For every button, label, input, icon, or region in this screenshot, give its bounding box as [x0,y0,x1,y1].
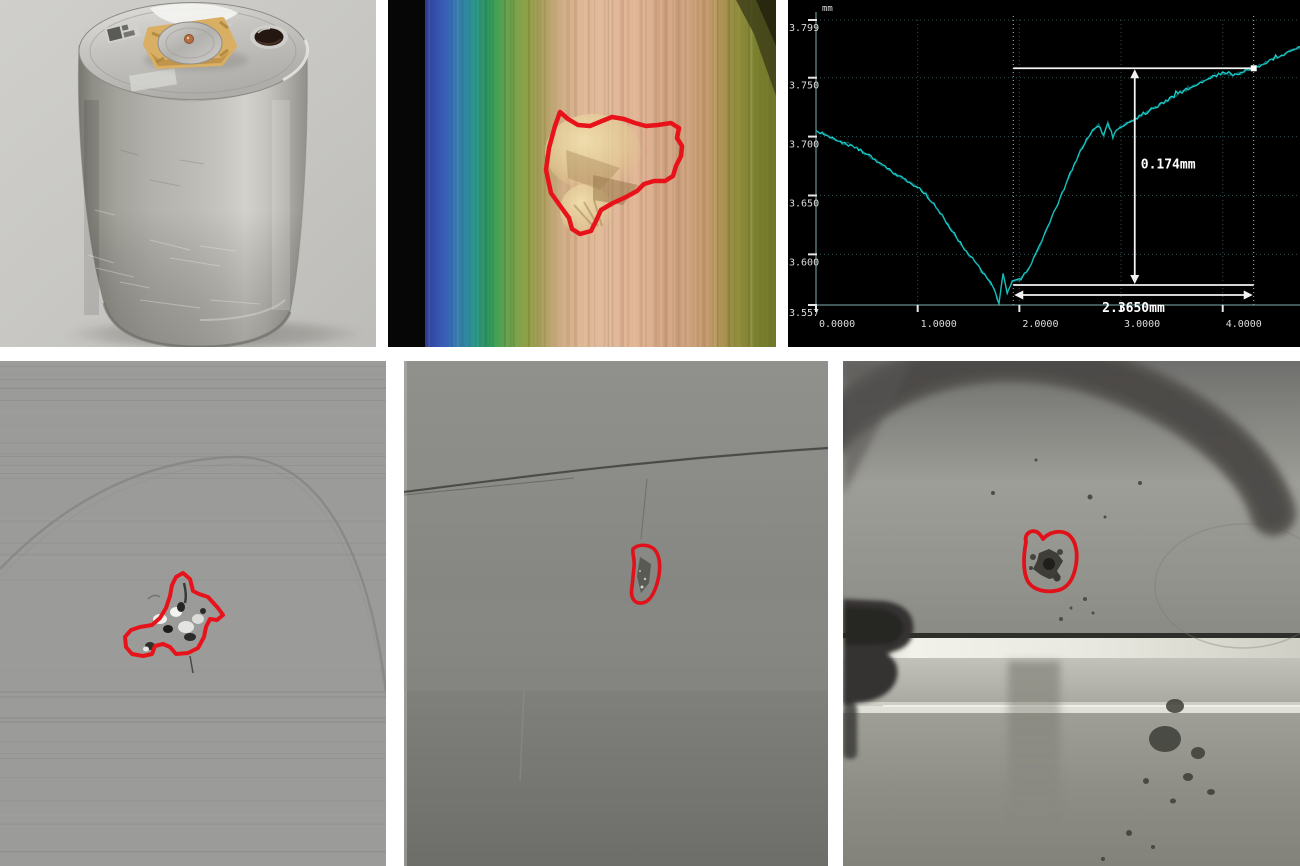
x-tick-label: 0.0000 [819,319,855,330]
image-lower-region [843,713,1300,866]
disc-center-contact [184,34,194,44]
radiograph-defect [637,557,651,593]
defect-outline-radiograph [629,543,662,605]
filler-hole [250,25,288,49]
dark-arch [843,361,1296,536]
panel-radiograph [404,361,828,866]
faint-scratch [640,478,648,540]
chart-background [788,0,1300,347]
surface-scratches [87,209,261,309]
image-upper-region [843,361,1300,634]
x-tick-label: 4.0000 [1226,319,1262,330]
panel-surface-scan [388,0,776,347]
defect-outline-ct [123,571,225,658]
dent-region [545,114,641,236]
transducer-fixture [143,17,248,71]
bottom-rim [102,302,292,347]
profile-trace [815,46,1300,307]
seam-bright-band [843,638,1300,658]
second-bright-streak [843,702,1300,713]
chart-grid [816,19,1300,305]
axis-unit-label: mm [822,4,833,14]
edge-line [404,446,828,494]
canister-body [77,44,308,347]
seam-dark-line [843,633,1300,638]
trace-intersection-marker [1250,65,1257,72]
ct-scan-streaks [0,366,386,853]
defect-outline-neutron [1022,529,1079,594]
ct-slice-image [0,361,386,866]
measurement-annotations: 0.174mm 2.3650mm [1013,65,1257,316]
panel-specimen-photo [0,0,376,347]
specimen-photo [0,0,376,347]
dark-blobs-lower [1101,699,1215,861]
surface-scan-image [388,0,776,347]
dark-specks-upper [991,458,1142,621]
y-tick-label: 3.700 [789,140,819,151]
scan-corner-streak [736,0,776,96]
smudge-shadow [1008,661,1060,821]
scan-black-margin [388,0,425,347]
faint-ring [1154,523,1300,649]
radiograph-image [404,361,828,866]
ct-ring-artifact [0,455,386,700]
neutron-image [843,361,1300,866]
clamp-silhouette [843,599,914,759]
x-tick-label: 3.0000 [1124,319,1160,330]
canister-lid [78,2,309,100]
y-tick-label: 3.557 [789,308,819,319]
radiograph-background [404,361,828,866]
panel-neutron-image [843,361,1300,866]
ct-background [0,361,386,866]
width-measurement-label: 2.3650mm [1102,301,1165,316]
chart-axes [815,12,1300,306]
panel-depth-profile-chart: 3.799 3.750 3.700 3.650 3.600 3.557 0.0000 1.00… [788,0,1300,347]
x-tick-label: 1.0000 [921,319,957,330]
depth-measurement-label: 0.174mm [1141,158,1196,173]
x-tick-label: 2.0000 [1022,319,1058,330]
panel-ct-slice [0,361,386,866]
defect-outline-surface-scan [543,109,685,237]
y-tick-label: 3.750 [789,81,819,92]
y-tick-label: 3.600 [789,257,819,268]
lid-label-sticker [129,68,177,92]
y-tick-label: 3.650 [789,198,819,209]
neutron-defect [1029,549,1063,582]
lid-rim-highlight [282,39,309,82]
y-tick-label: 3.799 [789,23,819,34]
datamatrix-sticker [104,20,141,44]
